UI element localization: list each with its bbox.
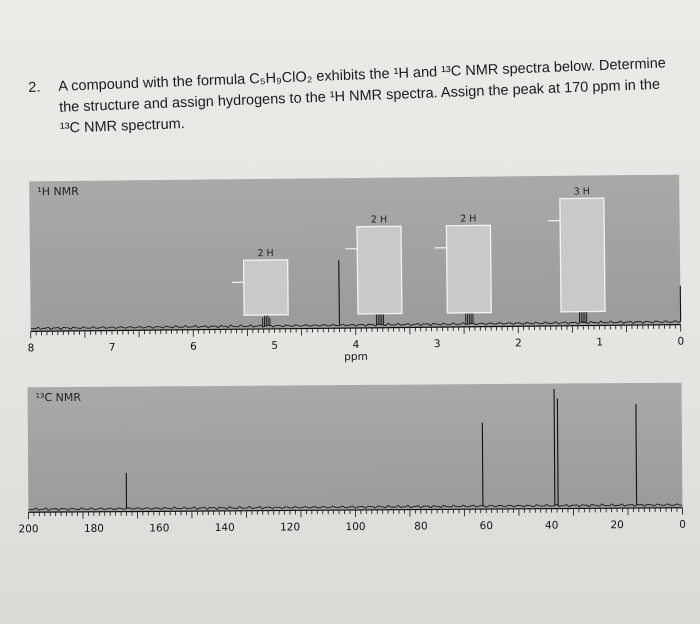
peak — [338, 260, 340, 326]
tick-label: 8 — [28, 342, 35, 354]
tick-label: 80 — [414, 520, 427, 532]
expansion-inset — [242, 259, 289, 316]
tick-label: 0 — [677, 336, 684, 348]
integration-label: 2 H — [257, 248, 273, 259]
expansion-inset — [445, 224, 492, 314]
tick-label: 60 — [480, 520, 493, 532]
integration-label: 2 H — [371, 214, 387, 225]
integration-label: 3 H — [574, 186, 590, 197]
peak — [481, 422, 484, 507]
tick-label: 0 — [679, 519, 686, 531]
tick-label: 180 — [84, 523, 104, 535]
peak — [635, 403, 638, 506]
tick-label: 40 — [545, 520, 558, 532]
tick-label: 7 — [109, 342, 116, 354]
expansion-inset — [356, 225, 403, 315]
tick-label: 4 — [352, 339, 359, 351]
tick-label: 5 — [271, 340, 278, 352]
spectrum-title: ¹³C NMR — [36, 391, 82, 404]
tick-label: 20 — [610, 519, 623, 531]
tick-label: 200 — [18, 523, 38, 535]
spectrum-title: ¹H NMR — [37, 185, 79, 198]
plot-area — [27, 382, 683, 513]
tick-label: 1 — [596, 336, 603, 348]
tick-label: 6 — [190, 341, 197, 353]
tick-label: 3 — [434, 338, 441, 350]
baseline — [28, 503, 683, 512]
tick-label: 120 — [280, 521, 300, 533]
baseline — [30, 320, 681, 331]
x-axis-label: ppm — [344, 351, 368, 363]
tick-label: 100 — [345, 521, 365, 533]
peak — [556, 398, 559, 506]
integration-label: 2 H — [460, 213, 476, 224]
expansion-inset — [559, 197, 606, 313]
tick-label: 2 — [515, 337, 522, 349]
tick-label: 140 — [215, 522, 235, 534]
peak — [553, 388, 556, 506]
tick-label: 160 — [149, 522, 169, 534]
plot-area — [29, 174, 681, 332]
h-nmr-plot: ¹H NMR 8 7 6 5 4 3 2 1 0 ppm 2 H 2 H 2 H 3 H — [28, 174, 684, 363]
